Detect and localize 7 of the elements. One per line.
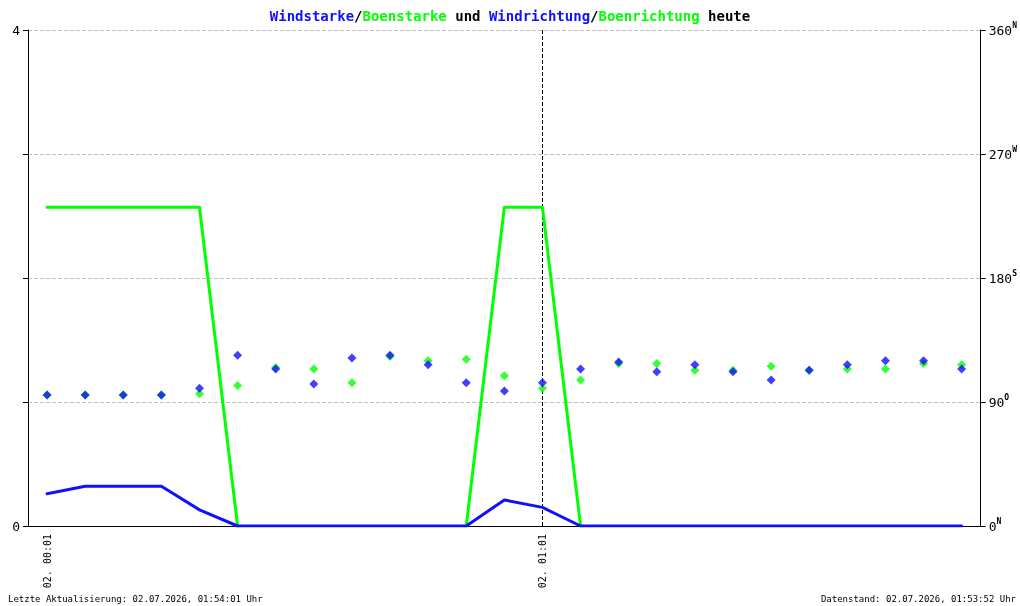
x-tick-label: 02. 00:01 <box>41 534 53 589</box>
x-tick-label: 02. 01:01 <box>536 534 548 589</box>
text: Letzte Aktualisierung: 02.07.2026, 01:54:01 Uhr <box>8 593 264 604</box>
text: Datenstand: 02.07.2026, 01:53:52 Uhr <box>820 593 1017 604</box>
y-tick-label: 4 <box>12 22 21 38</box>
y-tick-label: 0 <box>12 518 20 534</box>
chart-title: Windstarke/Boenstarke und Windrichtung/Boenrichtung heute <box>269 8 751 24</box>
